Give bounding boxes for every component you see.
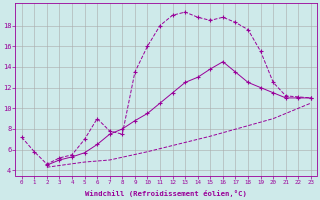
X-axis label: Windchill (Refroidissement éolien,°C): Windchill (Refroidissement éolien,°C) [85, 190, 247, 197]
